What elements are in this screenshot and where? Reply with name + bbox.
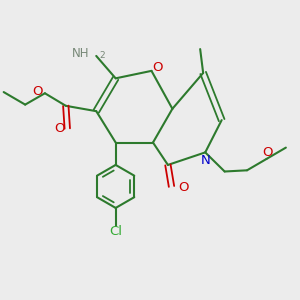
Text: O: O <box>262 146 272 160</box>
Text: O: O <box>178 181 189 194</box>
Text: NH: NH <box>72 47 90 60</box>
Text: O: O <box>32 85 43 98</box>
Text: O: O <box>152 61 162 74</box>
Text: Cl: Cl <box>109 225 122 238</box>
Text: O: O <box>55 122 65 135</box>
Text: N: N <box>201 154 211 167</box>
Text: 2: 2 <box>99 51 105 60</box>
